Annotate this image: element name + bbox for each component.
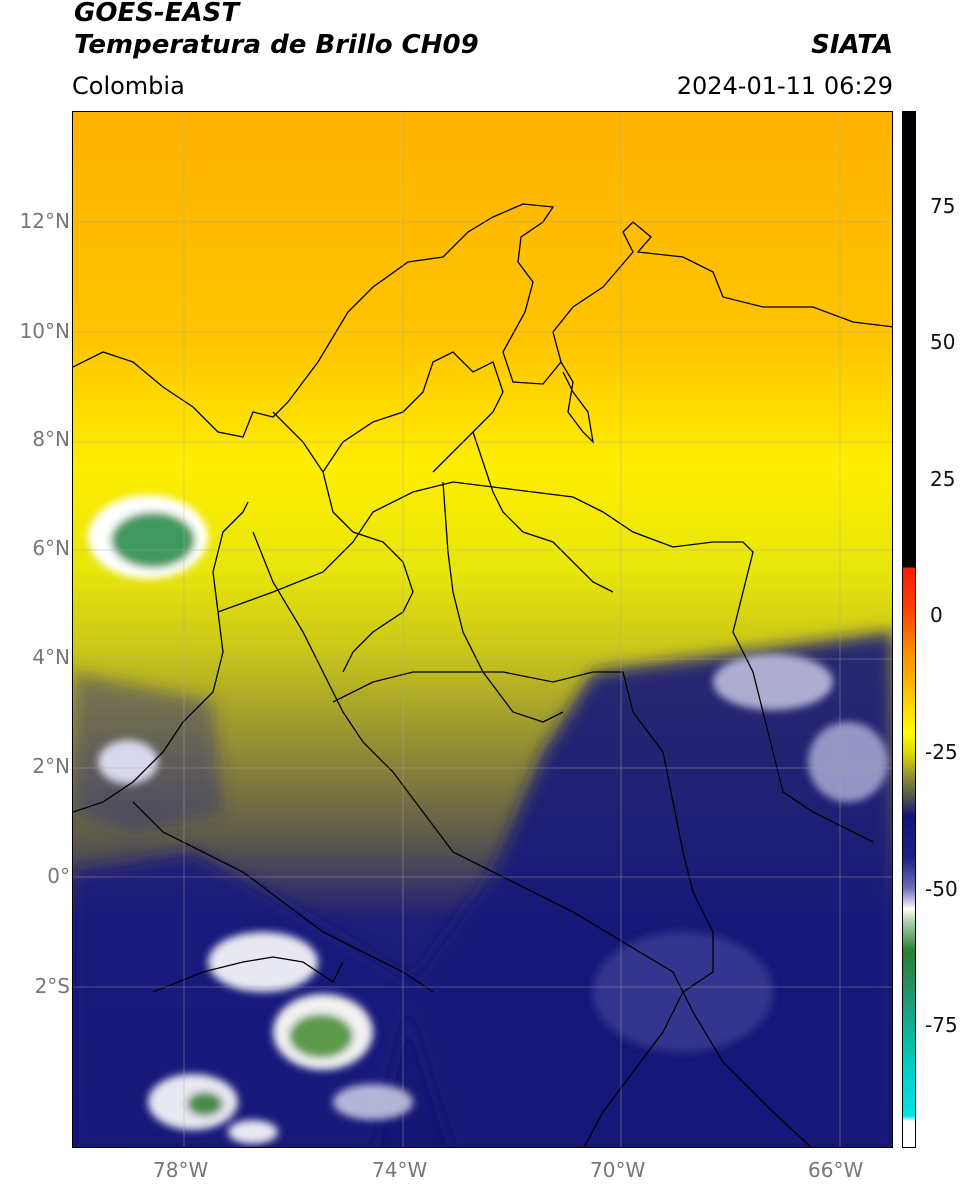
graticule — [73, 112, 892, 1147]
colorbar-label-50: 50 — [930, 330, 956, 354]
colorbar-label-minus50: -50 — [925, 877, 958, 901]
map-svg — [73, 112, 892, 1147]
colorbar-label-minus25: -25 — [925, 740, 958, 764]
colorbar-label-minus75: -75 — [925, 1013, 958, 1037]
lon-label-70w: 70°W — [590, 1158, 646, 1182]
lat-label-8n: 8°N — [32, 427, 70, 451]
cold-cloud-areas — [73, 632, 892, 1147]
lat-label-2s: 2°S — [34, 974, 70, 998]
colorbar — [902, 111, 916, 1148]
colorbar-label-0: 0 — [930, 603, 943, 627]
satellite-map[interactable] — [72, 111, 893, 1148]
lon-label-66w: 66°W — [808, 1158, 864, 1182]
coastlines-borders — [73, 203, 892, 1147]
lat-label-2n: 2°N — [32, 754, 70, 778]
lat-label-12n: 12°N — [19, 209, 70, 233]
colorbar-label-75: 75 — [930, 194, 956, 218]
colorbar-label-25: 25 — [930, 467, 956, 491]
lat-label-4n: 4°N — [32, 645, 70, 669]
lat-label-0: 0° — [47, 864, 70, 888]
product-title: Temperatura de Brillo CH09 — [74, 30, 479, 60]
lon-label-78w: 78°W — [153, 1158, 209, 1182]
convective-cores — [88, 495, 888, 1144]
agency-label: SIATA — [811, 30, 893, 60]
satellite-title: GOES-EAST — [74, 0, 240, 28]
lat-label-10n: 10°N — [19, 319, 70, 343]
lat-label-6n: 6°N — [32, 536, 70, 560]
lon-label-74w: 74°W — [372, 1158, 428, 1182]
region-label: Colombia — [72, 72, 185, 100]
datetime-label: 2024-01-11 06:29 — [676, 72, 893, 100]
